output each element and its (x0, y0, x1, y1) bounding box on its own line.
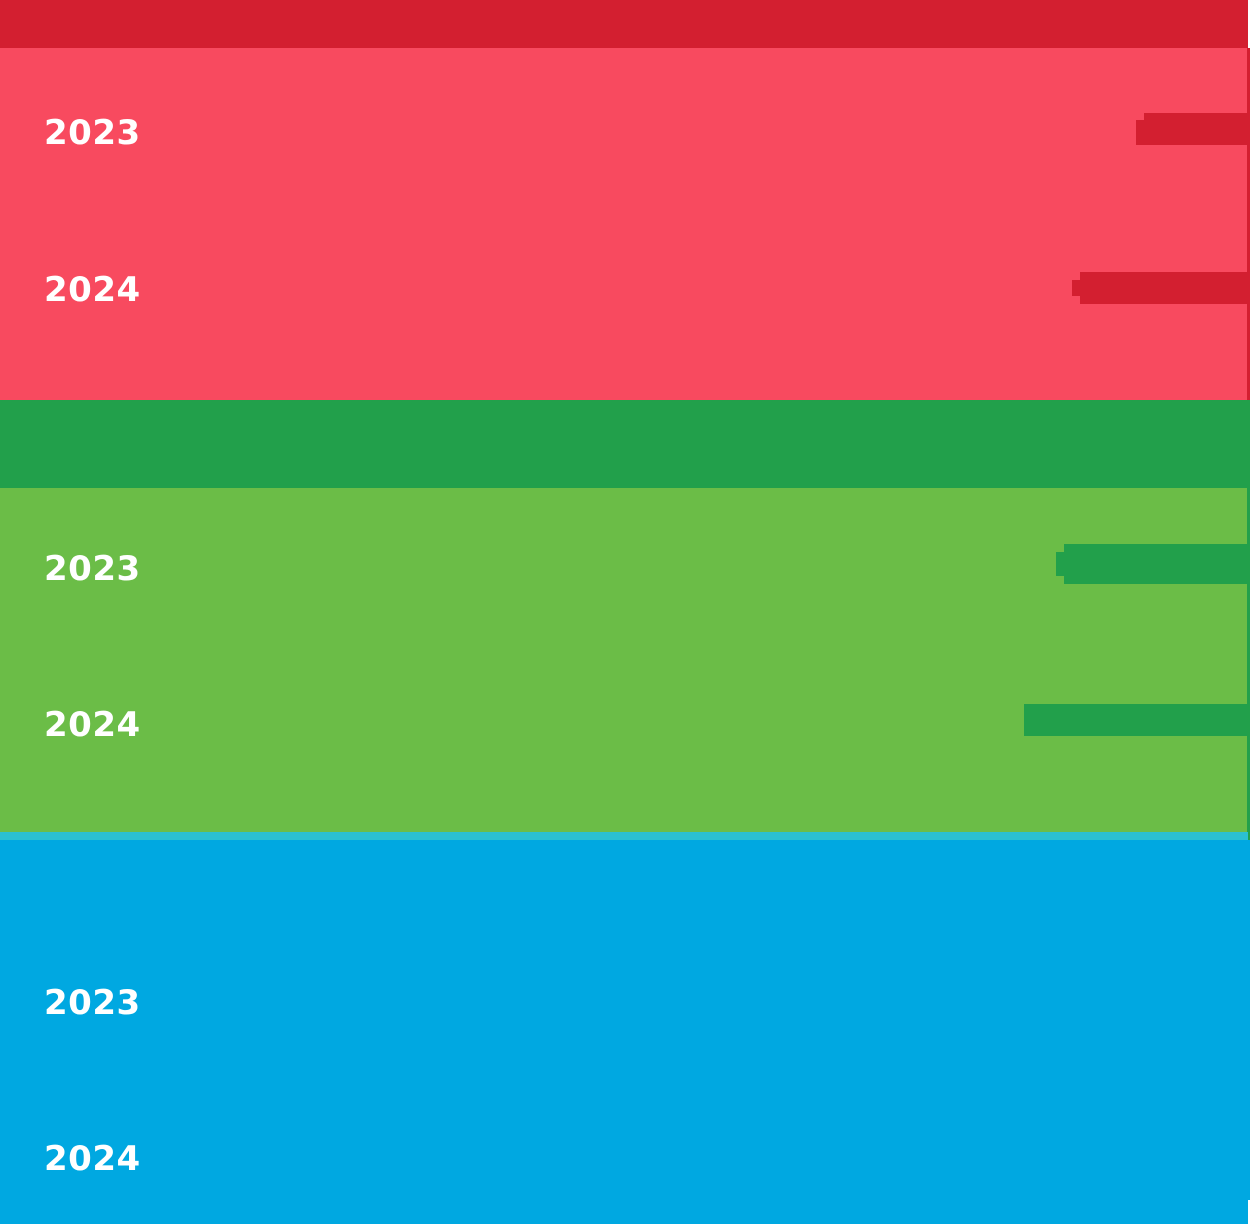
red-row-2023-bar-notch (1136, 120, 1146, 145)
red-row-2024-year-label: 2024 (44, 270, 141, 310)
red-row-2024-bar-notch (1072, 280, 1082, 296)
green-row-2023-bar-notch (1056, 552, 1066, 576)
teal-separator (0, 832, 1248, 840)
green-row-2023-year-label: 2023 (44, 549, 141, 589)
green-row-2023-bar (1064, 544, 1248, 584)
red-section: 2023 2024 (0, 48, 1248, 400)
blue-row-2024-year-label: 2024 (44, 1139, 141, 1179)
red-header-band (0, 0, 1248, 48)
green-right-edge (1247, 400, 1250, 856)
red-row-2024-bar (1080, 272, 1248, 304)
green-header-band (0, 400, 1248, 488)
green-section: 2023 2024 (0, 488, 1248, 832)
red-row-2023-year-label: 2023 (44, 113, 141, 153)
blue-section: 2023 2024 (0, 840, 1248, 1224)
green-row-2024-bar (1024, 704, 1248, 736)
red-right-edge (1247, 48, 1250, 422)
blue-row-2023-year-label: 2023 (44, 983, 141, 1023)
red-row-2023-bar (1144, 113, 1248, 145)
blue-right-edge (1248, 840, 1250, 1200)
green-row-2024-year-label: 2024 (44, 705, 141, 745)
